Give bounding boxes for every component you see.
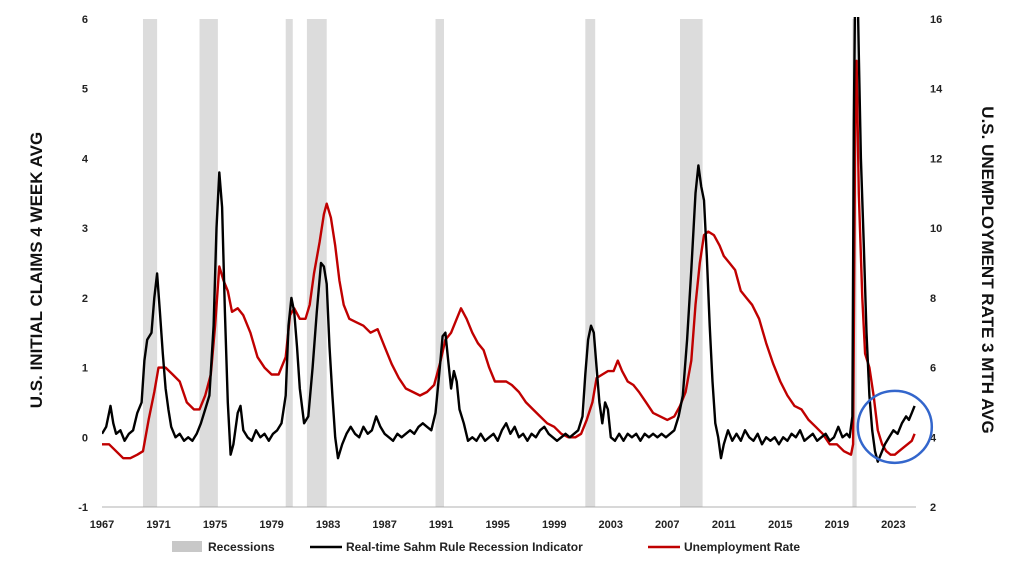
sahm-indicator-line xyxy=(102,17,916,463)
x-tick-label: 1979 xyxy=(259,519,283,531)
unemployment-rate-line xyxy=(102,59,916,460)
y-left-tick-label: -1 xyxy=(78,502,88,514)
x-tick-label: 1999 xyxy=(542,519,566,531)
y-right-tick-label: 6 xyxy=(930,363,936,375)
x-tick-label: 2007 xyxy=(655,519,679,531)
y-left-tick-label: 2 xyxy=(82,293,88,305)
y-left-tick-label: 3 xyxy=(82,223,88,235)
y-left-tick-label: 6 xyxy=(82,14,88,26)
x-tick-label: 1983 xyxy=(316,519,340,531)
series-lines xyxy=(102,17,916,463)
y-left-tick-label: 1 xyxy=(82,363,88,375)
x-tick-label: 2023 xyxy=(881,519,905,531)
legend-label: Real-time Sahm Rule Recession Indicator xyxy=(346,540,583,554)
recession-band-0 xyxy=(142,19,158,507)
x-tick-label: 1975 xyxy=(203,519,227,531)
y-right-tick-label: 14 xyxy=(930,84,943,96)
y-right-tick-label: 8 xyxy=(930,293,936,305)
x-tick-label: 1971 xyxy=(146,519,170,531)
legend-label: Recessions xyxy=(208,540,275,554)
legend: Recessions Real-time Sahm Rule Recession … xyxy=(172,540,800,554)
x-tick-label: 1967 xyxy=(90,519,114,531)
recession-band-5 xyxy=(585,19,596,507)
y-right-tick-label: 10 xyxy=(930,223,942,235)
x-tick-label: 2019 xyxy=(825,519,849,531)
y-right-tick-label: 16 xyxy=(930,14,942,26)
left-axis-title: U.S. INITIAL CLAIMS 4 WEEK AVG xyxy=(27,132,46,408)
y-left-tick-label: 0 xyxy=(82,432,88,444)
right-axis-title: U.S. UNEMPLOYMENT RATE 3 MTH AVG xyxy=(978,106,997,433)
y-left-tick-label: 5 xyxy=(82,84,88,96)
x-tick-label: 1991 xyxy=(429,519,453,531)
y-right-tick-label: 2 xyxy=(930,502,936,514)
recession-band-4 xyxy=(435,19,444,507)
x-tick-label: 1987 xyxy=(372,519,396,531)
recession-band-2 xyxy=(285,19,293,507)
recession-band-1 xyxy=(199,19,218,507)
y-right-tick-label: 4 xyxy=(930,432,937,444)
axes: 1967 1971 1975 1979 1983 1987 1991 1995 1999 2003… xyxy=(78,14,943,531)
x-tick-label: 2015 xyxy=(768,519,792,531)
x-tick-label: 2003 xyxy=(599,519,623,531)
x-tick-label: 1995 xyxy=(485,519,509,531)
y-right-tick-label: 12 xyxy=(930,153,942,165)
x-tick-label: 2011 xyxy=(712,519,736,531)
y-left-tick-label: 4 xyxy=(82,153,89,165)
annotations xyxy=(856,389,934,465)
legend-label: Unemployment Rate xyxy=(684,540,800,554)
highlight-circle xyxy=(856,389,934,465)
legend-recessions-swatch xyxy=(172,541,202,552)
